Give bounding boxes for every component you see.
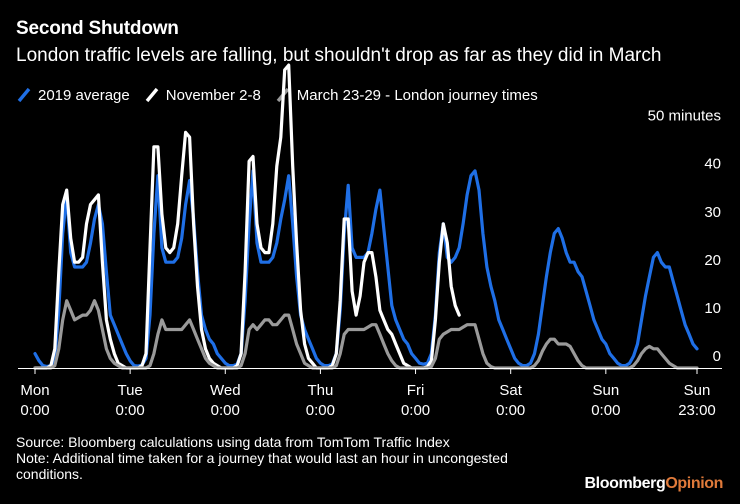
chart-title: Second Shutdown (16, 18, 179, 39)
x-tick-time: 0:00 (116, 402, 145, 419)
legend: 2019 average November 2-8 March 23-29 - … (16, 84, 552, 106)
series-line-1 (33, 63, 461, 370)
x-tick-time: 0:00 (20, 402, 49, 419)
x-tick-time: 0:00 (591, 402, 620, 419)
y-tick-label: 0 (713, 348, 721, 365)
x-tick-day: Sun (592, 382, 619, 399)
series-line-2 (33, 299, 699, 370)
x-tick-time: 0:00 (306, 402, 335, 419)
series-line-0 (33, 169, 699, 369)
legend-swatch-2019 (17, 87, 31, 103)
bloomberg-opinion-logo: BloombergOpinion (585, 475, 724, 493)
x-tick-day: Mon (20, 382, 49, 399)
legend-label-november: November 2-8 (165, 86, 261, 104)
x-tick-day: Wed (210, 382, 241, 399)
methodology-note: Note: Additional time taken for a journe… (16, 450, 508, 482)
x-tick-day: Sun (684, 382, 711, 399)
y-tick-label: 20 (704, 252, 721, 269)
y-tick-label: 30 (704, 204, 721, 221)
brand-accent: Opinion (665, 475, 723, 492)
legend-item-2019: 2019 average (16, 87, 130, 104)
brand-main: Bloomberg (584, 475, 666, 492)
x-tick-time: 0:00 (401, 402, 430, 419)
y-tick-label: 50 minutes (648, 108, 721, 125)
legend-item-november: November 2-8 (144, 87, 261, 104)
legend-label-2019: 2019 average (38, 86, 130, 104)
chart-subtitle: London traffic levels are falling, but s… (16, 45, 662, 66)
x-tick-day: Thu (307, 382, 333, 399)
x-tick-time: 23:00 (678, 402, 716, 419)
x-tick-time: 0:00 (496, 402, 525, 419)
x-tick-day: Sat (499, 382, 522, 399)
x-tick-day: Tue (117, 382, 142, 399)
x-tick-time: 0:00 (211, 402, 240, 419)
y-tick-label: 10 (704, 300, 721, 317)
line-chart: 50 minutes 40 30 20 10 0 Mon 0:00 Tue 0:00 Wed 0:0… (18, 63, 722, 419)
x-axis-ticks: Mon 0:00 Tue 0:00 Wed 0:00 Thu 0:00 Fri 0:00 Sat 0:… (20, 368, 716, 419)
x-tick-day: Fri (407, 382, 425, 399)
footer: Source: Bloomberg calculations using dat… (16, 434, 576, 482)
legend-label-march: March 23-29 - London journey times (296, 86, 538, 104)
legend-swatch-november (145, 87, 159, 103)
y-tick-label: 40 (704, 156, 721, 173)
series-lines (33, 63, 699, 370)
source-note: Source: Bloomberg calculations using dat… (16, 434, 450, 450)
y-axis-grid: 50 minutes 40 30 20 10 0 (648, 108, 721, 365)
